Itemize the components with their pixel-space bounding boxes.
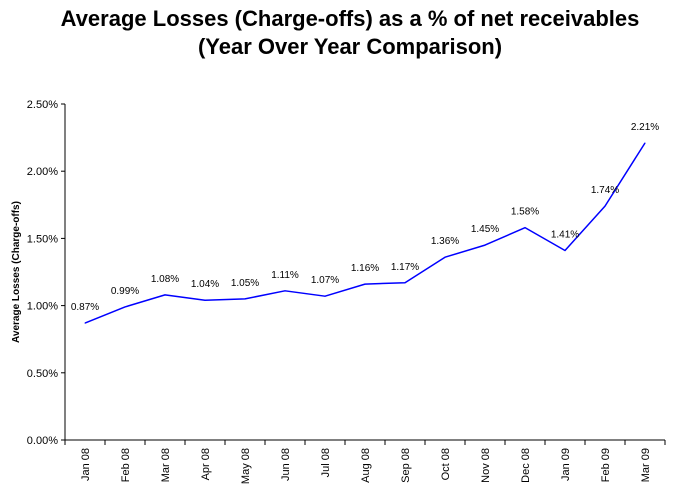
data-label: 1.04% [191,279,219,290]
y-axis-label: Average Losses (Charge-offs) [11,201,22,343]
data-point [204,299,206,301]
data-point [604,205,606,207]
data-label: 1.08% [151,274,179,285]
data-point [444,256,446,258]
x-axis: Jan 08 Feb 08 Mar 08 Apr 08 May 08 Jun 08 Jul … [64,439,666,484]
data-point [364,283,366,285]
data-label: 0.87% [71,302,99,313]
data-label: 1.36% [431,236,459,247]
x-tick-label: Sep 08 [400,448,412,483]
data-label: 1.74% [591,185,619,196]
x-tick-label: Mar 08 [160,448,172,482]
x-tick-label: Jan 08 [80,448,92,481]
data-label: 1.11% [271,270,299,281]
data-label: 1.41% [551,229,579,240]
x-tick-label: Jan 09 [560,448,572,481]
chart-subtitle: (Year Over Year Comparison) [197,34,503,59]
x-tick-label: Nov 08 [480,448,492,483]
y-tick-label: 1.50% [27,233,58,245]
data-point [484,244,486,246]
data-label: 1.07% [311,275,339,286]
y-tick-label: 0.50% [27,368,58,380]
data-point [564,249,566,251]
data-labels: 0.87% 0.99% 1.08% 1.04% 1.05% 1.11% 1.07% 1.16%… [71,122,659,313]
x-tick-label: Jun 08 [280,448,292,481]
y-tick-label: 2.50% [27,99,58,111]
x-tick-label: Aug 08 [360,448,372,483]
y-axis: 0.00% 0.50% 1.00% 1.50% 2.00% 2.50% [27,99,66,447]
data-point [644,142,646,144]
data-label: 2.21% [631,122,659,133]
data-point [164,294,166,296]
x-tick-label: Oct 08 [440,448,452,480]
data-label: 1.45% [471,224,499,235]
x-tick-label: Feb 09 [600,448,612,482]
data-point [404,282,406,284]
x-tick-label: Dec 08 [520,448,532,483]
data-label: 1.16% [351,263,379,274]
data-point [284,290,286,292]
y-tick-label: 2.00% [27,166,58,178]
x-tick-label: Mar 09 [640,448,652,482]
x-tick-label: Jul 08 [320,448,332,477]
data-point [84,322,86,324]
chart-title: Average Losses (Charge-offs) as a % of n… [60,6,640,31]
y-tick-label: 0.00% [27,435,58,447]
data-point [124,306,126,308]
series [84,142,646,324]
data-label: 1.58% [511,207,539,218]
data-point [324,295,326,297]
x-tick-label: Feb 08 [120,448,132,482]
y-tick-label: 1.00% [27,301,58,313]
data-label: 1.05% [231,278,259,289]
data-point [524,227,526,229]
x-tick-label: May 08 [240,448,252,484]
x-tick-label: Apr 08 [200,448,212,480]
data-label: 0.99% [111,286,139,297]
data-label: 1.17% [391,262,419,273]
data-point [244,298,246,300]
